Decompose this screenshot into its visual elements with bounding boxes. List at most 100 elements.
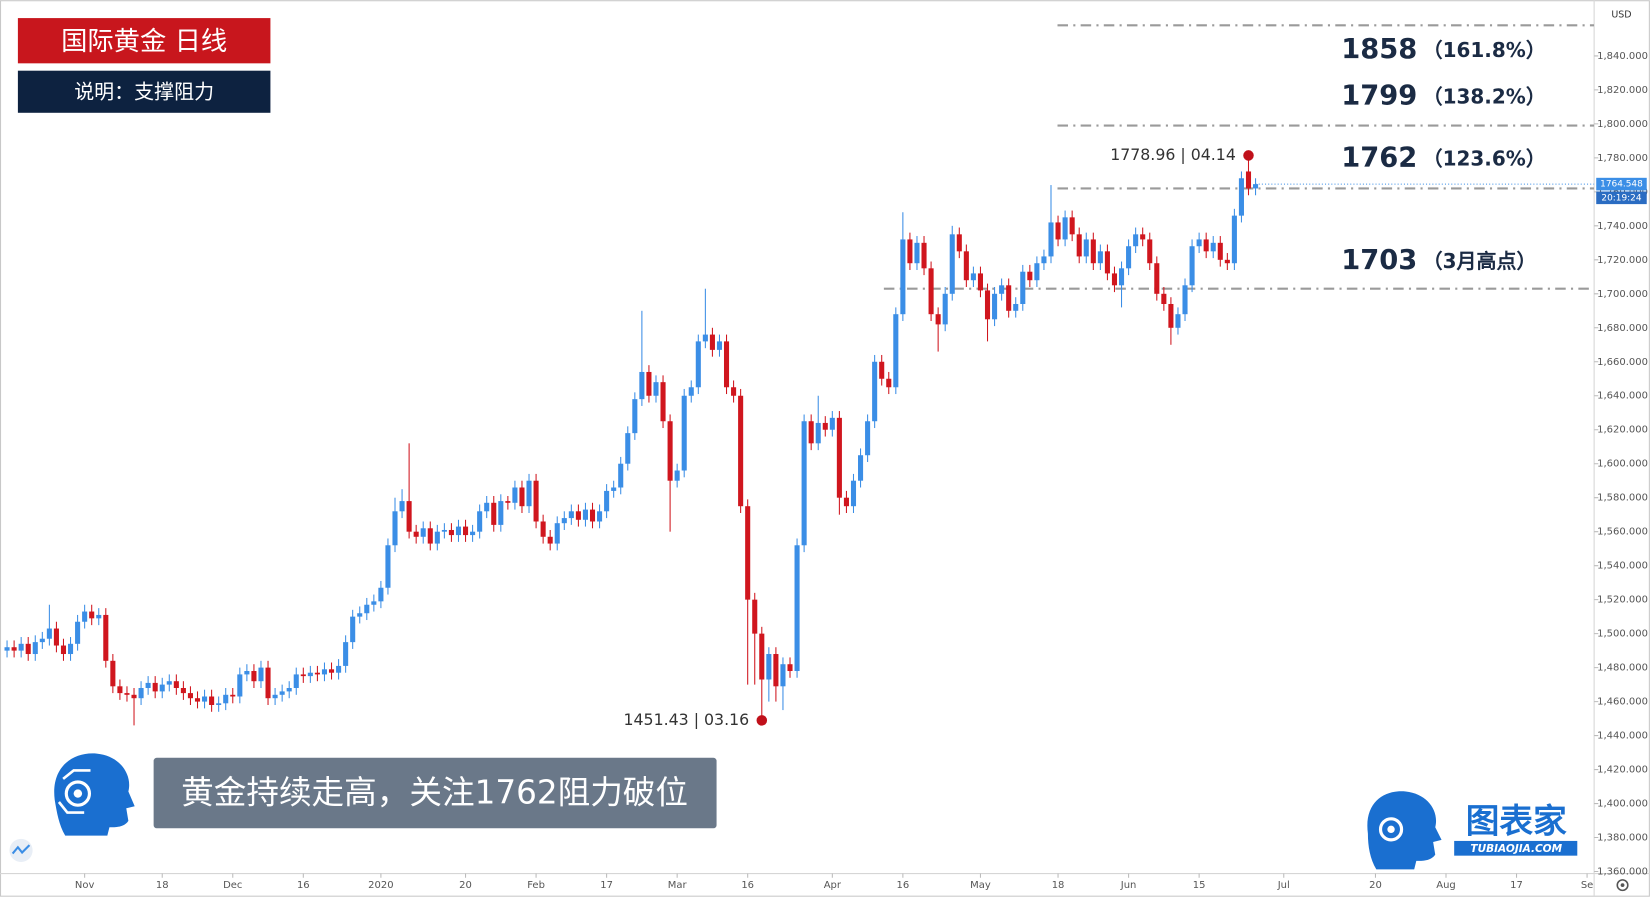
candle-body — [1020, 271, 1026, 304]
candle-body — [39, 638, 45, 643]
level-ratio: （3月高点） — [1423, 249, 1537, 273]
y-tick-label: 1,720.000 — [1597, 255, 1648, 266]
candle-body — [611, 487, 617, 491]
candle-body — [759, 633, 765, 680]
candle-body — [25, 643, 31, 655]
title-box — [17, 18, 271, 64]
candle-body — [632, 399, 638, 434]
x-tick-label: 16 — [897, 880, 910, 891]
chart-title: 国际黄金 日线 — [61, 27, 227, 57]
level-value: 1858 — [1341, 34, 1417, 65]
candle-body — [1196, 239, 1202, 247]
candle-body — [1013, 303, 1019, 311]
candle-body — [343, 642, 349, 666]
y-tick-label: 1,560.000 — [1597, 527, 1648, 538]
candle-body — [385, 545, 391, 588]
x-tick-label: 18 — [1052, 880, 1065, 891]
candle-body — [963, 251, 969, 281]
y-tick-label: 1,800.000 — [1597, 119, 1648, 130]
candle-body — [787, 664, 793, 672]
candle-body — [300, 674, 306, 677]
candle-body — [1034, 263, 1040, 281]
candle-body — [1006, 285, 1012, 311]
candle-body — [1062, 217, 1068, 240]
candle-body — [723, 341, 730, 388]
candle-body — [209, 696, 215, 705]
candle-body — [956, 234, 962, 252]
corner-icon — [9, 838, 33, 862]
candle-body — [89, 611, 95, 619]
x-tick-label: 20 — [459, 880, 472, 891]
candle-body — [554, 523, 560, 544]
x-tick-label: 17 — [600, 880, 613, 891]
candle-body — [505, 501, 511, 503]
candle-body — [1203, 239, 1209, 252]
candle-body — [491, 502, 497, 525]
candle-body — [1041, 256, 1047, 264]
candle-body — [307, 672, 313, 677]
candle-body — [60, 645, 67, 655]
subtitle-box — [17, 70, 271, 113]
candle-body — [110, 660, 116, 687]
candle-body — [1175, 314, 1181, 328]
candle-body — [738, 395, 744, 507]
candle-body — [519, 487, 525, 507]
candle-body — [1118, 268, 1125, 286]
candle-body — [949, 234, 955, 294]
candle-body — [32, 642, 38, 655]
candle-body — [731, 387, 737, 396]
y-tick-label: 1,620.000 — [1597, 425, 1648, 436]
x-tick-label: 16 — [741, 880, 754, 891]
candle-body — [1048, 222, 1054, 257]
candle-body — [1217, 242, 1223, 260]
candle-body — [921, 242, 927, 269]
candle-body — [18, 643, 24, 651]
candle-body — [67, 643, 74, 655]
candle-body — [582, 509, 588, 520]
y-tick-label: 1,600.000 — [1597, 459, 1648, 470]
candle-body — [597, 511, 603, 522]
brand-url: TUBIAOJIA.COM — [1470, 843, 1562, 855]
candle-body — [244, 671, 250, 675]
candle-body — [773, 654, 779, 687]
candle-body — [441, 529, 447, 532]
candle-body — [970, 273, 976, 281]
candle-body — [639, 371, 645, 400]
y-tick-label: 1,740.000 — [1597, 221, 1648, 232]
candle-body — [187, 693, 193, 699]
candle-body — [1126, 246, 1132, 269]
candle-body — [1245, 171, 1252, 189]
candle-body — [124, 693, 130, 695]
candle-body — [999, 285, 1005, 294]
candle-body — [1154, 263, 1160, 294]
y-tick-label: 1,500.000 — [1597, 629, 1648, 640]
candle-body — [667, 421, 673, 481]
candle-body — [194, 698, 201, 702]
candle-body — [1238, 178, 1244, 216]
candle-body — [604, 490, 610, 512]
candle-body — [357, 613, 363, 617]
x-tick-label: 20 — [1369, 880, 1382, 891]
candle-body — [928, 268, 934, 315]
candle-body — [1055, 222, 1061, 240]
candle-body — [709, 334, 715, 350]
level-ratio: （138.2%） — [1423, 85, 1546, 109]
candle-body — [1253, 184, 1259, 189]
candle-body — [406, 501, 412, 532]
candle-body — [4, 647, 10, 651]
candle-body — [794, 545, 800, 672]
y-tick-label: 1,700.000 — [1597, 289, 1648, 300]
candle-body — [216, 703, 222, 705]
x-tick-label: Dec — [223, 880, 242, 891]
x-tick-label: 18 — [156, 880, 169, 891]
candle-body — [131, 694, 137, 699]
candles — [4, 159, 1259, 726]
candle-body — [223, 694, 229, 704]
y-tick-label: 1,440.000 — [1597, 731, 1648, 742]
settings-icon[interactable] — [1616, 879, 1629, 892]
chart-subtitle: 说明：支撑阻力 — [74, 79, 214, 103]
candle-body — [328, 669, 335, 673]
y-tick-label: 1,780.000 — [1597, 153, 1648, 164]
candle-body — [589, 509, 596, 522]
